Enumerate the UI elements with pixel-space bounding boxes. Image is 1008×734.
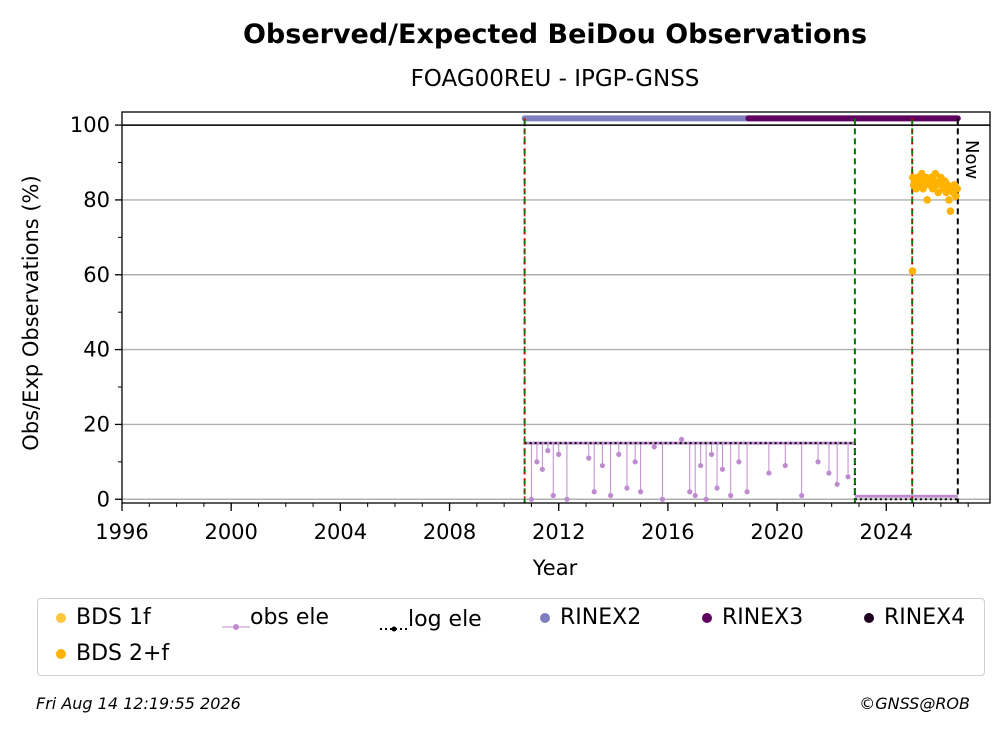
x-tick-label: 2024 bbox=[860, 520, 913, 544]
obs-ele-point bbox=[586, 455, 592, 461]
obs-ele-point bbox=[736, 459, 742, 465]
y-axis-label: Obs/Exp Observations (%) bbox=[19, 175, 43, 450]
legend-marker-obs-ele bbox=[222, 613, 250, 630]
obs-ele-point bbox=[632, 459, 638, 465]
legend-marker-rinex4 bbox=[864, 613, 874, 623]
bds-point bbox=[931, 169, 940, 178]
chart-title: Observed/Expected BeiDou Observations bbox=[243, 19, 867, 50]
x-tick-label: 1996 bbox=[95, 520, 148, 544]
legend-label-bds-2f: BDS 2+f bbox=[76, 641, 170, 666]
y-tick-label: 80 bbox=[83, 188, 110, 212]
obs-ele-point bbox=[815, 459, 821, 465]
legend-marker-bds-2f bbox=[56, 649, 66, 659]
plot-frame bbox=[121, 111, 991, 504]
x-tick-label: 2016 bbox=[641, 520, 694, 544]
x-tick-label: 2004 bbox=[314, 520, 367, 544]
obs-ele-point bbox=[556, 451, 562, 457]
obs-ele-point bbox=[698, 462, 704, 469]
obs-ele-point bbox=[564, 496, 570, 502]
obs-ele-point bbox=[744, 489, 750, 495]
obs-ele-point bbox=[651, 444, 657, 450]
obs-ele-point bbox=[545, 448, 551, 454]
legend-label-bds-1f: BDS 1f bbox=[76, 605, 151, 630]
legend-marker-log-ele bbox=[380, 615, 408, 632]
legend-item-rinex4: RINEX4 bbox=[862, 605, 965, 631]
footer-timestamp: Fri Aug 14 12:19:55 2026 bbox=[36, 694, 241, 713]
legend-label-obs-ele: obs ele bbox=[250, 605, 330, 630]
bds-point bbox=[908, 267, 917, 275]
obs-ele-point bbox=[616, 451, 622, 457]
legend-marker-rinex3 bbox=[702, 613, 712, 623]
obs-ele-point bbox=[703, 496, 709, 502]
x-axis-label: Year bbox=[532, 556, 578, 580]
obs-ele-point bbox=[782, 462, 788, 469]
legend-item-bds-2f: BDS 2+f bbox=[50, 641, 169, 667]
legend-item-bds-1f: BDS 1f bbox=[50, 605, 151, 631]
bds-point bbox=[945, 196, 953, 204]
obs-ele-point bbox=[728, 492, 734, 499]
legend-item-obs-ele: obs ele bbox=[222, 605, 329, 631]
obs-ele-point bbox=[714, 485, 720, 491]
y-tick-label: 100 bbox=[70, 113, 110, 137]
obs-ele-point bbox=[638, 489, 644, 495]
x-tick-label: 2008 bbox=[423, 520, 476, 544]
bds-point bbox=[952, 192, 960, 200]
obs-ele-point bbox=[534, 459, 540, 465]
legend: BDS 1f obs ele log ele RINEX2 RINEX3 RIN… bbox=[37, 598, 985, 676]
obs-ele-point bbox=[692, 492, 698, 499]
obs-ele-point bbox=[624, 485, 630, 491]
obs-ele-point bbox=[708, 451, 715, 457]
y-tick-label: 60 bbox=[83, 263, 110, 287]
obs-ele-point bbox=[550, 492, 556, 499]
obs-ele-point bbox=[659, 496, 666, 502]
x-tick-label: 2012 bbox=[532, 520, 585, 544]
legend-label-rinex4: RINEX4 bbox=[884, 605, 966, 630]
obs-ele-point bbox=[528, 496, 535, 502]
bds-point bbox=[953, 184, 962, 193]
obs-ele-point bbox=[591, 489, 597, 495]
y-tick-label: 40 bbox=[83, 338, 110, 362]
obs-ele-point bbox=[845, 474, 851, 480]
bds-point bbox=[942, 188, 951, 197]
footer-credit: ©GNSS@ROB bbox=[859, 694, 970, 713]
obs-ele-point bbox=[539, 466, 545, 472]
obs-ele-point bbox=[834, 481, 840, 487]
plot-area: Now 0 20 40 60 80 100 1996 2000 2004 2008 2012 2016 2… bbox=[70, 111, 991, 544]
legend-label-rinex2: RINEX2 bbox=[560, 605, 642, 630]
obs-ele-point bbox=[799, 492, 805, 499]
x-tick-label: 2020 bbox=[750, 520, 803, 544]
legend-label-rinex3: RINEX3 bbox=[722, 605, 804, 630]
x-tick-label: 2000 bbox=[204, 520, 257, 544]
legend-item-rinex2: RINEX2 bbox=[538, 605, 641, 631]
bds-point bbox=[923, 196, 932, 204]
bds-point bbox=[934, 188, 942, 197]
legend-item-rinex3: RINEX3 bbox=[700, 605, 803, 631]
obs-ele-point bbox=[599, 462, 606, 469]
legend-marker-rinex2 bbox=[540, 613, 550, 623]
obs-ele-point bbox=[826, 470, 832, 476]
now-label: Now bbox=[961, 140, 982, 179]
chart-subtitle: FOAG00REU - IPGP-GNSS bbox=[411, 66, 700, 92]
obs-ele-point bbox=[687, 489, 693, 495]
y-tick-label: 0 bbox=[97, 487, 110, 511]
obs-ele-point bbox=[719, 466, 726, 472]
obs-ele-point bbox=[766, 470, 772, 476]
legend-label-log-ele: log ele bbox=[408, 607, 482, 632]
bds-point bbox=[946, 207, 955, 215]
y-tick-label: 20 bbox=[83, 412, 110, 436]
obs-ele-point bbox=[678, 436, 685, 442]
obs-ele-point bbox=[607, 492, 614, 499]
legend-item-log-ele: log ele bbox=[380, 607, 482, 633]
legend-marker-bds-1f bbox=[56, 613, 66, 623]
